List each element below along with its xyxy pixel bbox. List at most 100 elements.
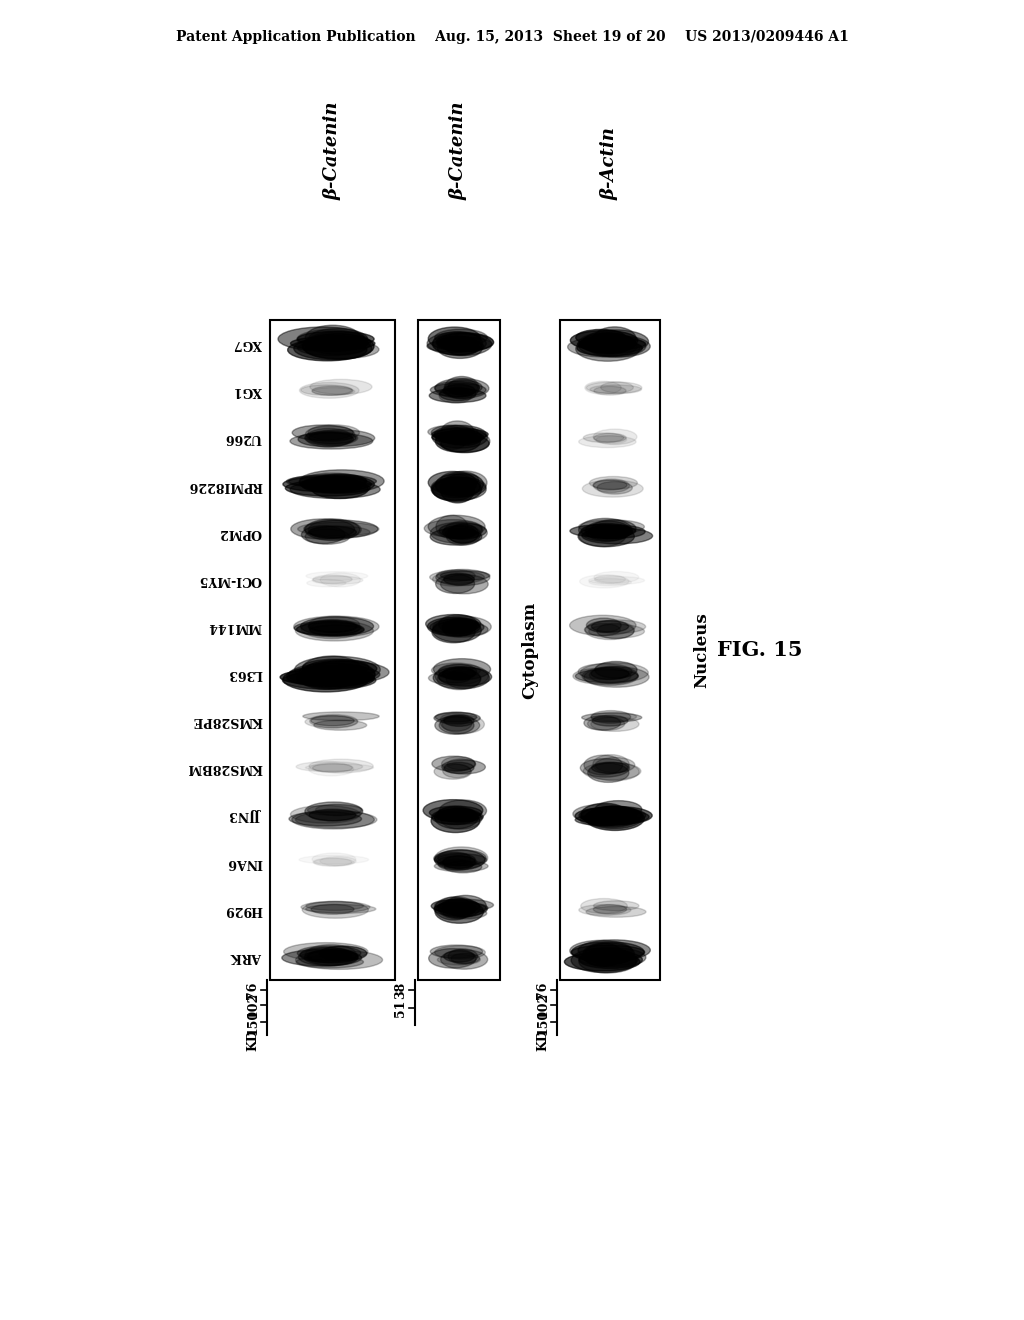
Ellipse shape <box>595 758 635 772</box>
Ellipse shape <box>590 667 638 684</box>
Ellipse shape <box>429 388 486 403</box>
Text: β-Actin: β-Actin <box>601 127 618 201</box>
Ellipse shape <box>579 524 626 546</box>
Ellipse shape <box>283 672 376 689</box>
Ellipse shape <box>579 519 632 541</box>
Ellipse shape <box>309 432 356 444</box>
Ellipse shape <box>579 520 644 533</box>
Ellipse shape <box>444 521 482 540</box>
Ellipse shape <box>301 902 370 912</box>
Ellipse shape <box>430 945 482 958</box>
Ellipse shape <box>430 570 484 583</box>
Ellipse shape <box>579 950 642 969</box>
Ellipse shape <box>578 338 646 350</box>
Ellipse shape <box>446 528 479 545</box>
Ellipse shape <box>437 896 476 919</box>
Ellipse shape <box>575 814 638 825</box>
Ellipse shape <box>571 941 644 962</box>
Ellipse shape <box>308 620 356 632</box>
Ellipse shape <box>435 900 483 923</box>
Ellipse shape <box>437 337 475 350</box>
Ellipse shape <box>306 331 371 355</box>
Ellipse shape <box>441 337 476 351</box>
Ellipse shape <box>315 804 361 816</box>
Ellipse shape <box>306 429 352 447</box>
Ellipse shape <box>588 525 645 539</box>
Ellipse shape <box>592 520 636 537</box>
Ellipse shape <box>443 715 474 726</box>
Ellipse shape <box>590 808 631 822</box>
Ellipse shape <box>291 337 375 350</box>
Text: 76: 76 <box>246 981 259 999</box>
Ellipse shape <box>584 755 623 775</box>
Ellipse shape <box>589 763 639 780</box>
Ellipse shape <box>309 527 370 539</box>
Ellipse shape <box>585 620 635 640</box>
Ellipse shape <box>581 663 648 682</box>
Ellipse shape <box>428 327 481 350</box>
Ellipse shape <box>584 667 649 688</box>
Ellipse shape <box>435 717 474 734</box>
Ellipse shape <box>429 949 476 968</box>
Ellipse shape <box>564 953 640 972</box>
Ellipse shape <box>432 333 492 355</box>
Ellipse shape <box>579 950 636 973</box>
Ellipse shape <box>436 810 483 822</box>
Ellipse shape <box>295 656 380 682</box>
Text: FIG. 15: FIG. 15 <box>717 640 803 660</box>
Ellipse shape <box>432 432 483 444</box>
Ellipse shape <box>580 954 638 966</box>
Ellipse shape <box>298 523 379 536</box>
Text: KD: KD <box>536 1030 549 1051</box>
Ellipse shape <box>301 525 345 544</box>
Ellipse shape <box>440 715 472 731</box>
Ellipse shape <box>307 337 369 350</box>
Ellipse shape <box>447 524 478 544</box>
Ellipse shape <box>436 426 468 449</box>
Ellipse shape <box>571 945 645 960</box>
Text: JJN3: JJN3 <box>230 808 262 821</box>
Ellipse shape <box>582 713 642 722</box>
Ellipse shape <box>571 948 637 973</box>
Ellipse shape <box>430 619 484 635</box>
Ellipse shape <box>439 672 470 682</box>
Text: L363: L363 <box>227 667 262 680</box>
Ellipse shape <box>437 954 480 965</box>
Ellipse shape <box>435 711 477 722</box>
Bar <box>418 319 500 979</box>
Ellipse shape <box>287 671 374 686</box>
Ellipse shape <box>291 805 360 824</box>
Ellipse shape <box>586 807 644 830</box>
Ellipse shape <box>283 667 369 692</box>
Ellipse shape <box>570 330 638 350</box>
Ellipse shape <box>307 478 358 492</box>
Ellipse shape <box>586 521 631 541</box>
Ellipse shape <box>601 381 633 393</box>
Ellipse shape <box>433 667 489 689</box>
Ellipse shape <box>306 661 375 686</box>
Ellipse shape <box>444 861 481 873</box>
Ellipse shape <box>438 668 492 686</box>
Ellipse shape <box>579 436 636 447</box>
Ellipse shape <box>435 847 487 869</box>
Ellipse shape <box>430 383 486 396</box>
Ellipse shape <box>591 713 637 721</box>
Bar <box>560 319 660 979</box>
Ellipse shape <box>581 899 628 913</box>
Ellipse shape <box>592 762 629 774</box>
Ellipse shape <box>444 474 483 495</box>
Ellipse shape <box>434 850 485 870</box>
Ellipse shape <box>301 619 362 639</box>
Ellipse shape <box>308 425 359 441</box>
Ellipse shape <box>450 430 482 445</box>
Ellipse shape <box>437 857 477 869</box>
Ellipse shape <box>296 620 374 642</box>
Ellipse shape <box>308 329 366 351</box>
Ellipse shape <box>319 946 367 961</box>
Ellipse shape <box>443 908 486 919</box>
Ellipse shape <box>290 433 373 449</box>
Ellipse shape <box>310 379 372 395</box>
Ellipse shape <box>435 329 487 346</box>
Ellipse shape <box>305 764 374 771</box>
Ellipse shape <box>442 432 476 445</box>
